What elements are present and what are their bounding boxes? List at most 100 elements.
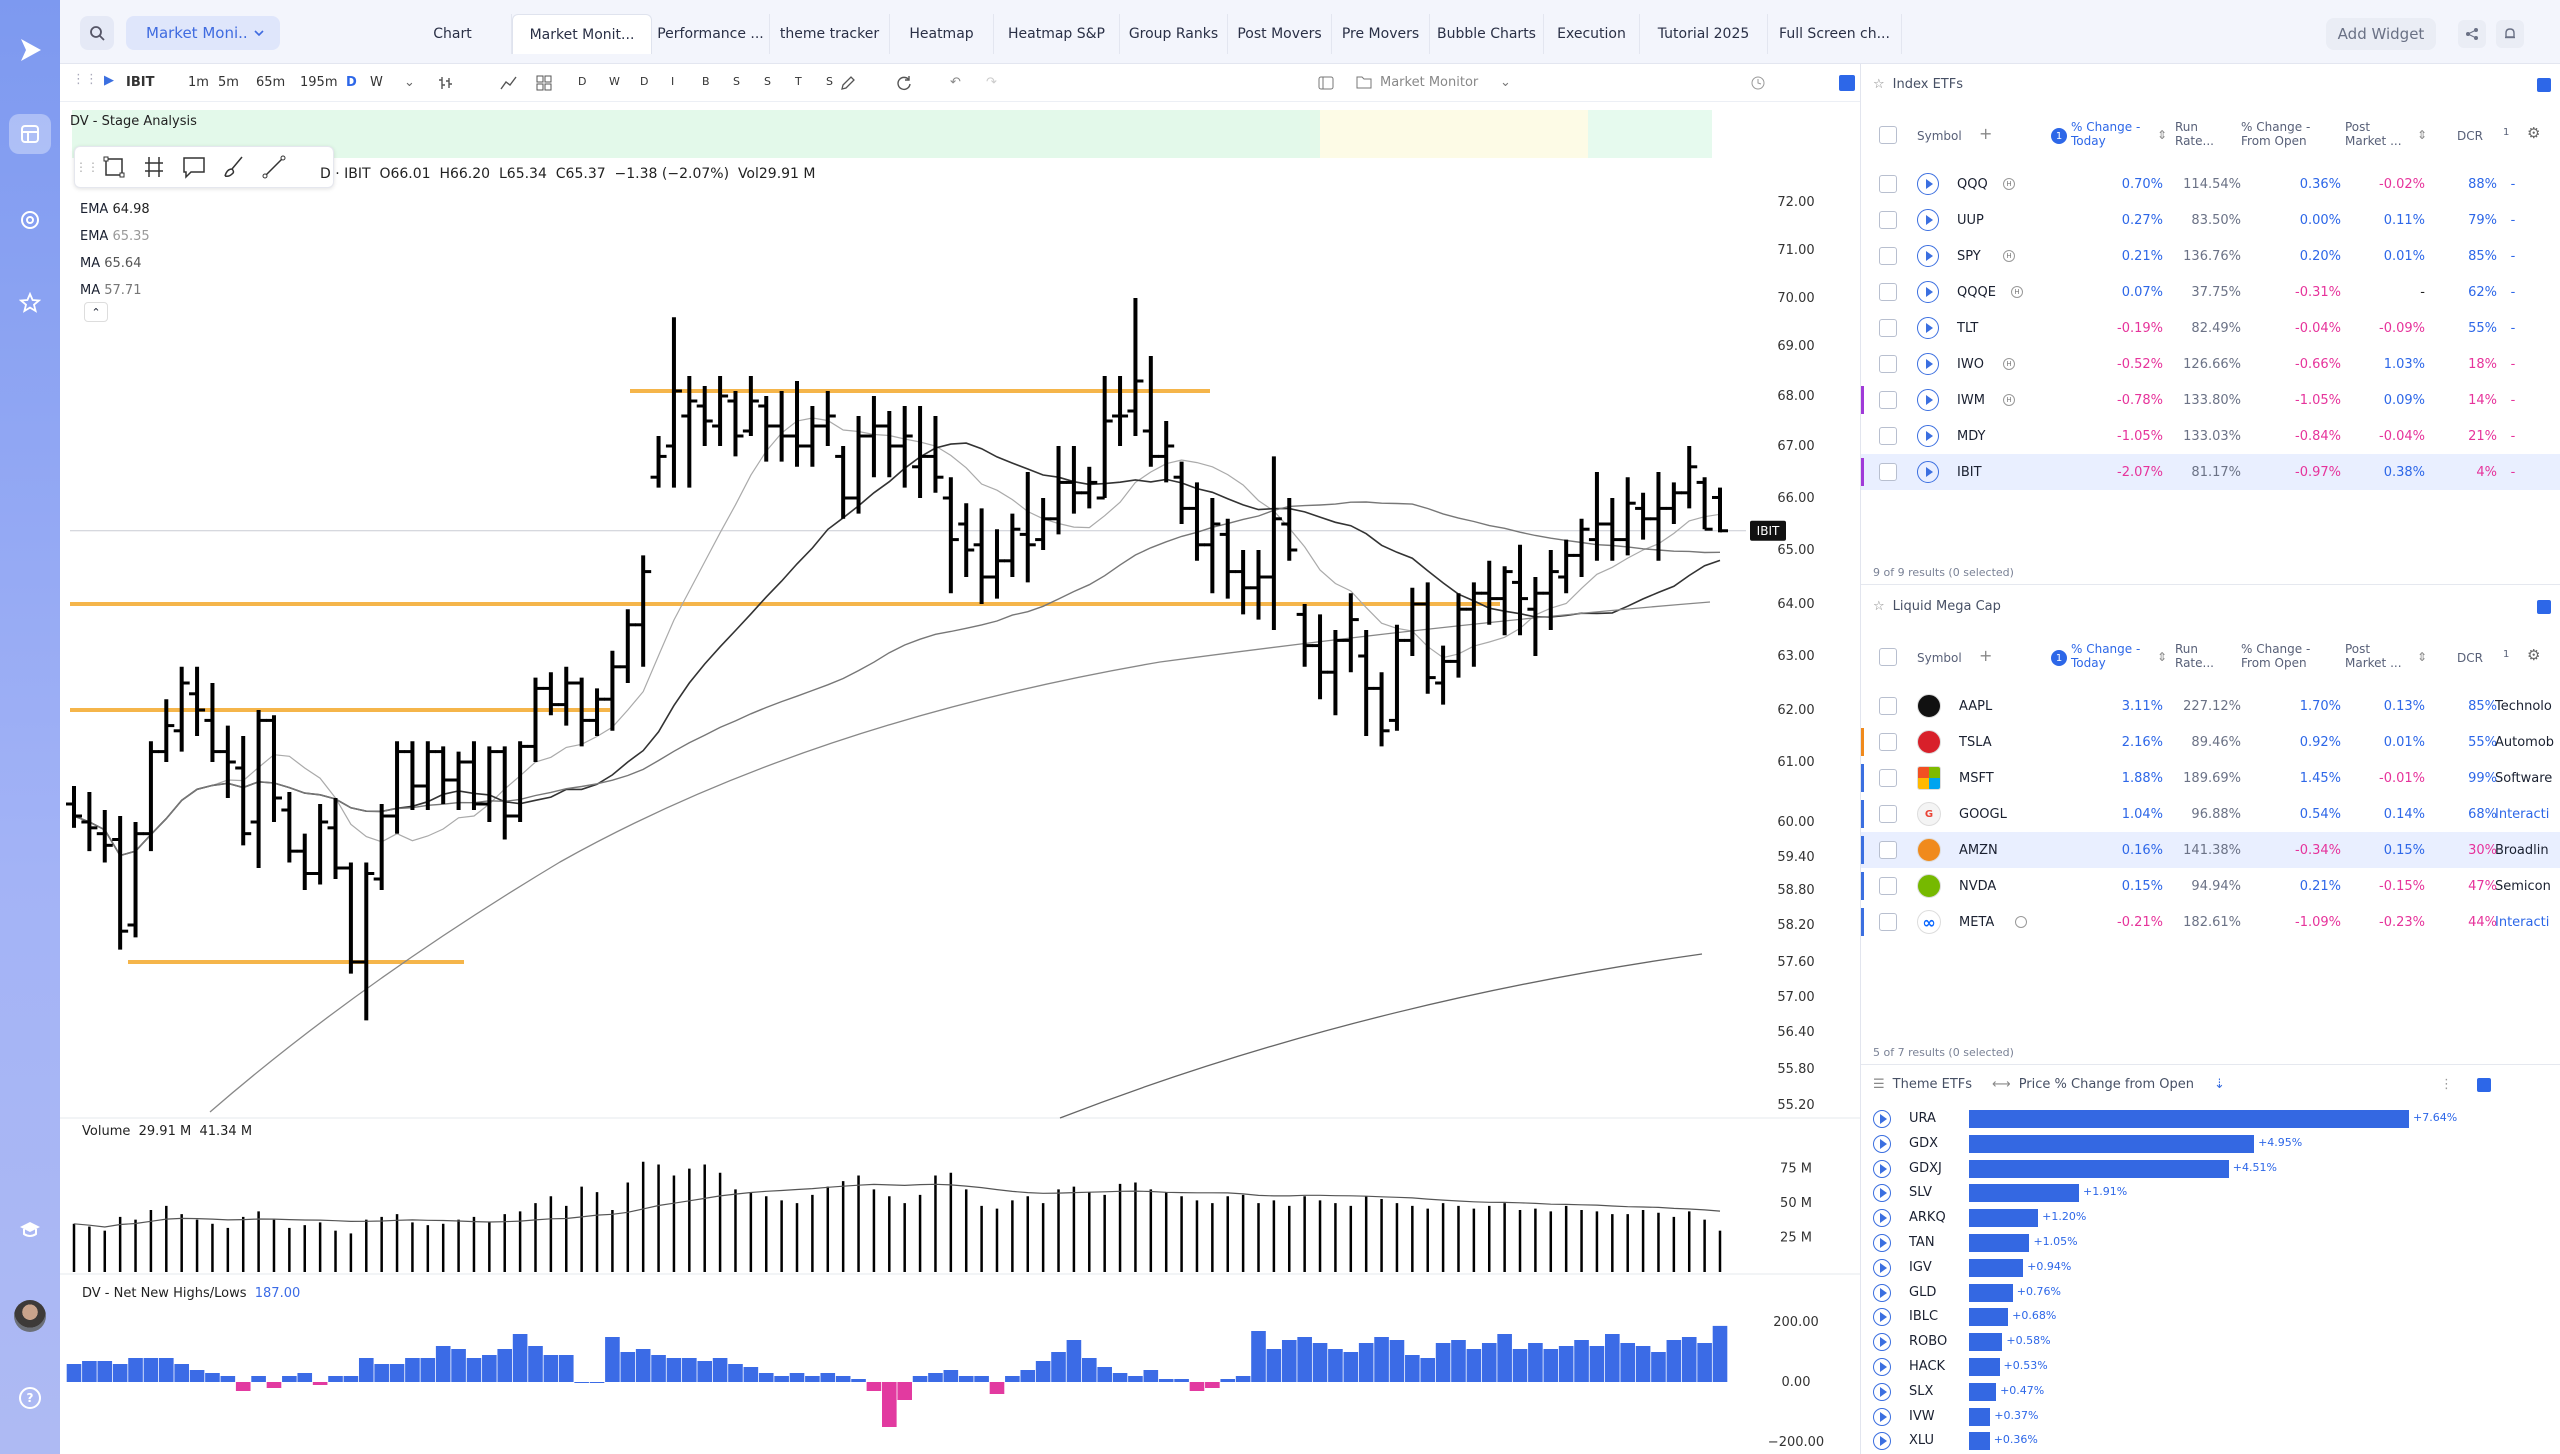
play-icon[interactable] bbox=[1917, 317, 1939, 339]
play-icon[interactable] bbox=[1873, 1382, 1891, 1401]
column-header[interactable]: DCR bbox=[2457, 651, 2483, 665]
more-icon[interactable]: ⋮ bbox=[2440, 1076, 2453, 1092]
play-icon[interactable] bbox=[1873, 1209, 1891, 1228]
row-checkbox[interactable] bbox=[1879, 427, 1897, 445]
settings-gear-icon[interactable]: ⚙ bbox=[2527, 124, 2541, 142]
layout-chevron-icon[interactable]: ⌄ bbox=[1500, 75, 1511, 90]
bell-icon[interactable] bbox=[2496, 20, 2524, 48]
row-checkbox[interactable] bbox=[1879, 175, 1897, 193]
refresh-icon[interactable] bbox=[896, 75, 912, 95]
column-header[interactable]: % Change - From Open bbox=[2241, 120, 2311, 148]
avatar[interactable] bbox=[0, 1296, 60, 1336]
play-icon[interactable] bbox=[1873, 1407, 1891, 1426]
play-icon[interactable] bbox=[1873, 1432, 1891, 1451]
indicators-icon[interactable] bbox=[500, 75, 518, 95]
brush-tool-icon[interactable] bbox=[221, 154, 247, 180]
layout-name[interactable]: Market Monitor bbox=[1380, 75, 1479, 90]
table-row[interactable]: MSFT 1.88% 189.69% 1.45% -0.01% 99% Software bbox=[1861, 760, 2560, 796]
table-row[interactable]: AAPL 3.11% 227.12% 1.70% 0.13% 85% Technolo bbox=[1861, 688, 2560, 724]
play-icon[interactable] bbox=[1917, 281, 1939, 303]
graduation-icon[interactable] bbox=[0, 1210, 60, 1250]
play-icon[interactable] bbox=[1917, 245, 1939, 267]
table-row[interactable]: SPY H 0.21% 136.76% 0.20% 0.01% 85% - bbox=[1861, 238, 2560, 274]
theme-etf-row[interactable]: ARKQ +1.20% bbox=[1861, 1206, 2560, 1230]
select-all-checkbox[interactable] bbox=[1879, 126, 1897, 144]
star-icon[interactable]: ☆ bbox=[1873, 598, 1885, 614]
play-icon[interactable] bbox=[1873, 1283, 1891, 1302]
column-header[interactable]: 1 bbox=[2503, 127, 2510, 138]
theme-etf-row[interactable]: IBLC +0.68% bbox=[1861, 1305, 2560, 1329]
column-header[interactable]: 1 bbox=[2503, 649, 2510, 660]
link-color-chip[interactable] bbox=[2537, 600, 2551, 614]
link-color-chip[interactable] bbox=[2477, 1078, 2491, 1092]
add-column-icon[interactable]: + bbox=[1979, 124, 1993, 143]
clock-icon[interactable] bbox=[1750, 75, 1766, 95]
sort-arrow-icon[interactable]: ⇕ bbox=[2157, 650, 2168, 664]
collapse-legend-button[interactable]: ⌃ bbox=[84, 302, 108, 322]
theme-etf-row[interactable]: URA +7.64% bbox=[1861, 1107, 2560, 1131]
theme-etf-row[interactable]: SLV +1.91% bbox=[1861, 1181, 2560, 1205]
theme-etf-row[interactable]: GLD +0.76% bbox=[1861, 1281, 2560, 1305]
table-row[interactable]: IBIT -2.07% 81.17% -0.97% 0.38% 4% - bbox=[1861, 454, 2560, 490]
interval-chevron-icon[interactable]: ⌄ bbox=[404, 75, 415, 90]
column-header[interactable]: Post Market ... bbox=[2345, 120, 2402, 148]
layout-icon[interactable] bbox=[0, 112, 60, 156]
undo-icon[interactable]: ↶ bbox=[950, 75, 961, 90]
column-header[interactable]: Symbol bbox=[1917, 129, 1962, 143]
play-icon[interactable] bbox=[1917, 353, 1939, 375]
share-icon[interactable] bbox=[2458, 20, 2486, 48]
theme-etf-row[interactable]: HACK +0.53% bbox=[1861, 1355, 2560, 1379]
row-checkbox[interactable] bbox=[1879, 913, 1897, 931]
tab-group-ranks[interactable]: Group Ranks bbox=[1120, 14, 1228, 54]
column-header[interactable]: % Change - Today bbox=[2071, 120, 2141, 148]
list-icon[interactable]: ☰ bbox=[1873, 1076, 1885, 1092]
toolbar-letter-7[interactable]: T bbox=[795, 75, 802, 88]
play-icon[interactable] bbox=[1917, 425, 1939, 447]
tab-tutorial-2025[interactable]: Tutorial 2025 bbox=[1640, 14, 1768, 54]
star-icon[interactable]: ☆ bbox=[1873, 76, 1885, 92]
theme-etf-row[interactable]: IVW +0.37% bbox=[1861, 1405, 2560, 1429]
drag-handle-icon[interactable]: ⋮⋮ bbox=[75, 160, 99, 174]
theme-etf-row[interactable]: XLU +0.36% bbox=[1861, 1429, 2560, 1453]
select-all-checkbox[interactable] bbox=[1879, 648, 1897, 666]
tab-theme-tracker[interactable]: theme tracker bbox=[770, 14, 890, 54]
toolbar-letter-6[interactable]: S bbox=[764, 75, 771, 88]
help-icon[interactable]: ? bbox=[0, 1378, 60, 1418]
toolbar-letter-0[interactable]: D bbox=[578, 75, 587, 88]
play-icon[interactable] bbox=[1873, 1110, 1891, 1128]
play-icon[interactable] bbox=[1873, 1258, 1891, 1277]
row-checkbox[interactable] bbox=[1879, 877, 1897, 895]
row-checkbox[interactable] bbox=[1879, 355, 1897, 373]
sort-arrow-icon[interactable]: ⇕ bbox=[2417, 128, 2428, 142]
theme-etf-row[interactable]: GDX +4.95% bbox=[1861, 1132, 2560, 1156]
add-column-icon[interactable]: + bbox=[1979, 646, 1993, 665]
logo-icon[interactable] bbox=[0, 30, 60, 70]
toolbar-letter-2[interactable]: D bbox=[640, 75, 649, 88]
table-row[interactable]: AMZN 0.16% 141.38% -0.34% 0.15% 30% Broadlin bbox=[1861, 832, 2560, 868]
tab-heatmap[interactable]: Heatmap bbox=[890, 14, 994, 54]
toolbar-letter-5[interactable]: S bbox=[733, 75, 740, 88]
play-icon[interactable] bbox=[1873, 1234, 1891, 1252]
symbol-input[interactable]: IBIT bbox=[126, 75, 155, 90]
table-row[interactable]: TLT -0.19% 82.49% -0.04% -0.09% 55% - bbox=[1861, 310, 2560, 346]
table-row[interactable]: MDY -1.05% 133.03% -0.84% -0.04% 21% - bbox=[1861, 418, 2560, 454]
star-icon[interactable] bbox=[0, 283, 60, 323]
column-header[interactable]: Symbol bbox=[1917, 651, 1962, 665]
row-checkbox[interactable] bbox=[1879, 733, 1897, 751]
column-header[interactable]: DCR bbox=[2457, 129, 2483, 143]
row-checkbox[interactable] bbox=[1879, 841, 1897, 859]
row-checkbox[interactable] bbox=[1879, 769, 1897, 787]
play-icon[interactable] bbox=[1917, 461, 1939, 483]
table-row[interactable]: TSLA 2.16% 89.46% 0.92% 0.01% 55% Automob bbox=[1861, 724, 2560, 760]
tab-pre-movers[interactable]: Pre Movers bbox=[1332, 14, 1430, 54]
tab-bubble-charts[interactable]: Bubble Charts bbox=[1430, 14, 1544, 54]
play-icon[interactable] bbox=[1873, 1184, 1891, 1203]
table-row[interactable]: QQQ H 0.70% 114.54% 0.36% -0.02% 88% - bbox=[1861, 166, 2560, 202]
column-header[interactable]: % Change - Today bbox=[2071, 642, 2141, 670]
row-checkbox[interactable] bbox=[1879, 697, 1897, 715]
price-chart[interactable]: 72.00 71.00 70.00 69.00 68.00 67.00 66.00 65.00… bbox=[60, 102, 1860, 1454]
row-checkbox[interactable] bbox=[1879, 391, 1897, 409]
link-color-chip[interactable] bbox=[2537, 78, 2551, 92]
table-row[interactable]: QQQE H 0.07% 37.75% -0.31% -62% - bbox=[1861, 274, 2560, 310]
play-icon[interactable] bbox=[1917, 209, 1939, 231]
